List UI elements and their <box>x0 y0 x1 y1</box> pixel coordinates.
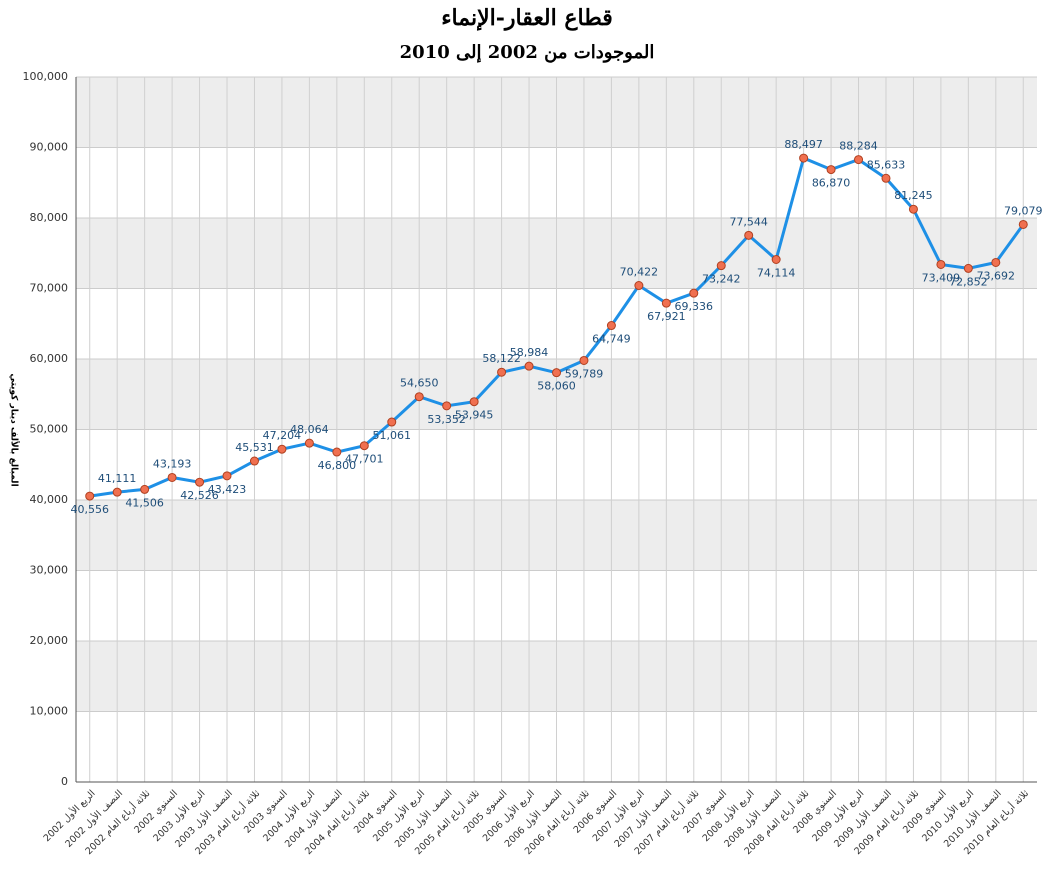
y-tick-label: 10,000 <box>30 705 69 718</box>
chart-title: قطاع العقار-الإنماء <box>441 5 613 32</box>
value-label: 69,336 <box>675 300 714 313</box>
value-label: 72,852 <box>949 275 988 288</box>
data-point <box>606 321 616 331</box>
data-point <box>304 438 314 448</box>
data-point <box>908 204 918 214</box>
value-label: 41,111 <box>98 472 137 485</box>
value-label: 53,945 <box>455 409 494 422</box>
y-tick-label: 90,000 <box>30 141 69 154</box>
value-label: 41,506 <box>125 496 164 509</box>
data-point <box>744 230 754 240</box>
data-point <box>359 441 369 451</box>
data-point <box>799 153 809 163</box>
y-tick-label: 100,000 <box>23 70 69 83</box>
value-label: 85,633 <box>867 158 906 171</box>
value-label: 58,060 <box>537 380 576 393</box>
value-label: 59,789 <box>565 367 604 380</box>
y-tick-label: 20,000 <box>30 634 69 647</box>
data-point <box>332 447 342 457</box>
data-point <box>881 173 891 183</box>
data-point <box>140 484 150 494</box>
value-label: 43,193 <box>153 457 192 470</box>
data-point <box>249 456 259 466</box>
data-point <box>524 361 534 371</box>
data-point <box>661 298 671 308</box>
value-label: 73,409 <box>922 271 961 284</box>
y-axis-label: المبالغ بالألف دينار كويتي <box>9 373 21 486</box>
data-point <box>991 257 1001 267</box>
value-label: 47,204 <box>263 429 302 442</box>
data-point <box>469 397 479 407</box>
value-label: 43,423 <box>208 483 247 496</box>
value-label: 73,242 <box>702 273 741 286</box>
value-label: 88,497 <box>784 138 823 151</box>
value-label: 45,531 <box>235 441 274 454</box>
value-label: 64,749 <box>592 333 631 346</box>
data-point <box>854 155 864 165</box>
data-point <box>716 261 726 271</box>
data-point <box>112 487 122 497</box>
data-point <box>963 263 973 273</box>
y-tick-label: 30,000 <box>30 564 69 577</box>
value-label: 70,422 <box>620 266 659 279</box>
data-point <box>85 491 95 501</box>
data-point <box>387 417 397 427</box>
data-point <box>579 355 589 365</box>
value-label: 81,245 <box>894 189 933 202</box>
value-label: 53,352 <box>427 413 466 426</box>
data-point <box>414 392 424 402</box>
data-point <box>634 281 644 291</box>
data-point <box>497 367 507 377</box>
data-point <box>277 444 287 454</box>
value-label: 48,064 <box>290 423 329 436</box>
y-tick-label: 0 <box>61 775 68 788</box>
value-label: 88,284 <box>839 140 878 153</box>
value-label: 42,526 <box>180 489 219 502</box>
value-label: 46,800 <box>318 459 357 472</box>
chart-subtitle: الموجودات من 2002 إلى 2010 <box>400 42 655 63</box>
data-point <box>442 401 452 411</box>
value-label: 77,544 <box>729 215 768 228</box>
data-point <box>1018 219 1028 229</box>
value-label: 73,692 <box>977 269 1016 282</box>
value-label: 58,984 <box>510 346 549 359</box>
y-tick-label: 60,000 <box>30 352 69 365</box>
y-tick-label: 40,000 <box>30 493 69 506</box>
value-label: 74,114 <box>757 266 796 279</box>
data-point <box>195 477 205 487</box>
data-point <box>552 368 561 378</box>
value-label: 67,921 <box>647 310 686 323</box>
data-point <box>936 259 946 269</box>
y-tick-label: 80,000 <box>30 211 69 224</box>
value-label: 40,556 <box>70 503 109 516</box>
value-label: 86,870 <box>812 177 851 190</box>
value-label: 47,701 <box>345 453 384 466</box>
data-point <box>771 254 781 264</box>
data-point <box>167 472 177 482</box>
data-point <box>826 165 836 175</box>
value-label: 54,650 <box>400 377 439 390</box>
value-label: 51,061 <box>373 429 412 442</box>
y-tick-label: 70,000 <box>30 282 69 295</box>
data-point <box>689 288 699 298</box>
y-tick-label: 50,000 <box>30 423 69 436</box>
value-label: 79,079 <box>1004 204 1043 217</box>
data-point <box>222 471 232 481</box>
value-label: 58,122 <box>482 352 521 365</box>
